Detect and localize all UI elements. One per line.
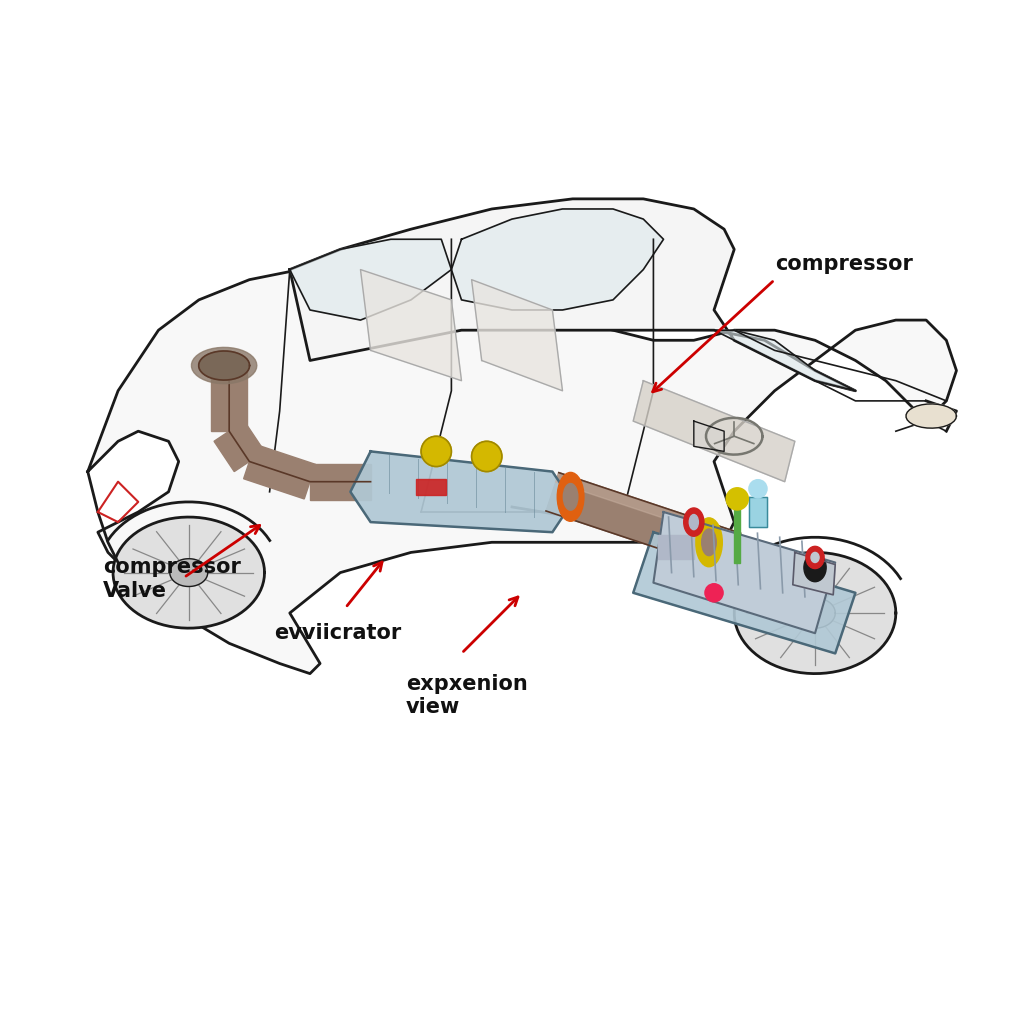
Polygon shape <box>633 381 795 481</box>
Polygon shape <box>310 464 371 500</box>
Text: expxenion
view: expxenion view <box>406 674 527 717</box>
Bar <box>416 478 446 495</box>
Text: evviicrator: evviicrator <box>274 624 401 643</box>
Polygon shape <box>360 269 462 381</box>
Polygon shape <box>750 497 767 527</box>
Polygon shape <box>556 473 740 543</box>
Polygon shape <box>714 330 855 391</box>
Polygon shape <box>88 269 956 674</box>
Text: compressor: compressor <box>774 254 912 274</box>
Polygon shape <box>795 598 836 628</box>
Polygon shape <box>694 421 724 452</box>
Text: compressor
Valve: compressor Valve <box>102 557 241 601</box>
Polygon shape <box>290 199 855 391</box>
Polygon shape <box>658 536 694 559</box>
Polygon shape <box>211 371 248 431</box>
Polygon shape <box>170 559 208 587</box>
Polygon shape <box>214 421 264 472</box>
Polygon shape <box>113 517 264 628</box>
Circle shape <box>421 436 452 467</box>
Polygon shape <box>633 532 855 653</box>
Ellipse shape <box>695 518 722 566</box>
Ellipse shape <box>804 553 826 582</box>
Circle shape <box>705 584 723 602</box>
Polygon shape <box>290 240 452 321</box>
Ellipse shape <box>684 508 703 537</box>
Polygon shape <box>472 280 562 391</box>
Ellipse shape <box>557 472 584 521</box>
Polygon shape <box>350 452 572 532</box>
Circle shape <box>749 479 767 498</box>
Ellipse shape <box>701 529 716 556</box>
Polygon shape <box>244 444 315 499</box>
Ellipse shape <box>811 552 819 562</box>
Ellipse shape <box>806 547 824 568</box>
Polygon shape <box>546 473 740 571</box>
Circle shape <box>472 441 502 472</box>
Polygon shape <box>734 502 740 562</box>
Polygon shape <box>452 209 664 310</box>
Polygon shape <box>734 552 896 674</box>
Polygon shape <box>906 403 956 428</box>
Ellipse shape <box>689 514 698 529</box>
Polygon shape <box>199 351 250 380</box>
Circle shape <box>726 487 749 510</box>
Ellipse shape <box>563 483 578 510</box>
Polygon shape <box>793 552 836 595</box>
Polygon shape <box>191 347 257 384</box>
Polygon shape <box>653 512 836 633</box>
